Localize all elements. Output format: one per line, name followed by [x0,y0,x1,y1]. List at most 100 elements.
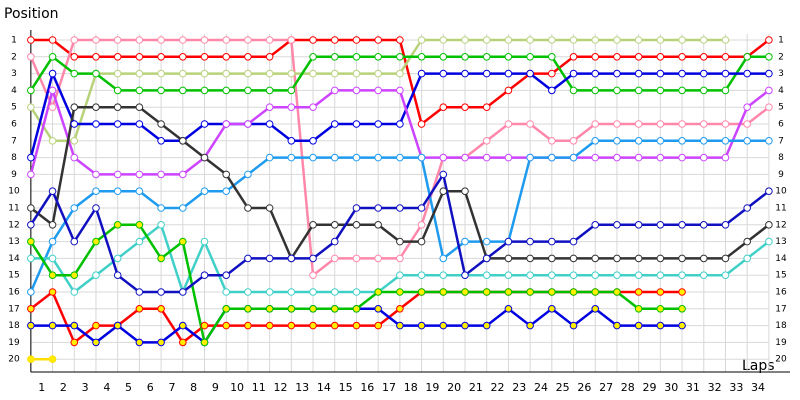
x-tick-label: 13 [295,381,309,394]
position-marker [417,271,426,280]
position-marker [504,69,513,78]
position-marker [352,288,361,296]
position-marker [417,204,426,212]
position-marker [309,153,317,162]
position-marker [48,36,57,44]
position-marker [222,53,231,61]
position-marker [678,271,686,280]
position-marker [569,36,578,44]
x-tick-label: 23 [512,381,526,394]
position-marker [548,69,556,78]
position-marker [482,137,491,145]
position-marker [439,103,448,111]
position-marker [634,271,643,280]
position-marker [678,305,686,313]
x-tick-label: 16 [360,381,374,394]
position-marker [135,221,144,229]
position-marker [613,120,621,128]
position-marker [548,53,556,61]
position-marker [48,187,57,195]
position-marker [135,120,144,128]
position-marker [70,103,79,111]
x-tick-label: 5 [125,381,132,394]
position-marker [417,288,426,296]
position-marker [113,69,122,78]
position-marker [113,271,122,280]
position-marker [330,69,339,78]
position-marker [92,170,100,179]
position-marker [656,153,665,162]
y-tick-label: 6 [11,120,17,130]
y-tick-label-right: 19 [775,338,787,348]
position-marker [526,53,534,61]
position-marker [27,355,35,364]
position-marker [482,36,491,44]
position-marker [157,53,165,61]
position-marker [591,36,600,44]
position-marker [287,153,296,162]
position-marker [569,153,578,162]
position-marker [244,86,252,95]
position-marker [330,120,339,128]
position-marker [309,137,317,145]
position-marker [92,237,100,246]
position-marker [765,221,773,229]
position-marker [721,271,730,280]
position-marker [396,69,404,78]
x-tick-label: 1 [38,381,45,394]
position-marker [92,204,100,212]
position-marker [157,221,165,229]
position-marker [135,187,144,195]
position-marker [721,254,730,263]
position-marker [634,36,643,44]
y-tick-label-right: 2 [778,52,784,62]
position-marker [179,288,187,296]
position-marker [244,120,252,128]
position-marker [548,254,556,263]
position-marker [265,103,274,111]
position-marker [92,69,100,78]
position-marker [135,103,144,111]
position-marker [417,153,426,162]
y-tick-label: 12 [8,220,19,230]
position-marker [721,221,730,229]
position-marker [352,36,361,44]
position-marker [179,321,187,330]
position-marker [287,86,296,95]
position-marker [244,288,252,296]
position-marker [157,288,165,296]
position-marker [200,321,209,330]
position-marker [417,237,426,246]
position-marker [200,36,209,44]
position-marker [309,221,317,229]
position-marker [309,254,317,263]
y-tick-label: 19 [8,338,20,348]
position-marker [461,36,469,44]
position-marker [92,53,100,61]
x-tick-label: 18 [404,381,418,394]
position-marker [374,221,382,229]
position-marker [374,36,382,44]
position-marker [765,53,773,61]
position-marker [504,237,513,246]
position-marker [330,305,339,313]
position-marker [417,221,426,229]
position-marker [765,69,773,78]
position-marker [179,69,187,78]
position-marker [569,137,578,145]
position-marker [27,53,35,61]
position-marker [222,69,231,78]
position-marker [678,36,686,44]
position-marker [265,288,274,296]
position-marker [265,204,274,212]
position-marker [526,288,534,296]
position-marker [92,103,100,111]
position-marker [439,271,448,280]
position-marker [699,36,708,44]
x-tick-label: 31 [686,381,700,394]
position-marker [70,153,79,162]
position-marker [721,86,730,95]
y-tick-label: 16 [8,288,20,298]
y-tick-label: 3 [11,69,17,79]
position-marker [765,103,773,111]
